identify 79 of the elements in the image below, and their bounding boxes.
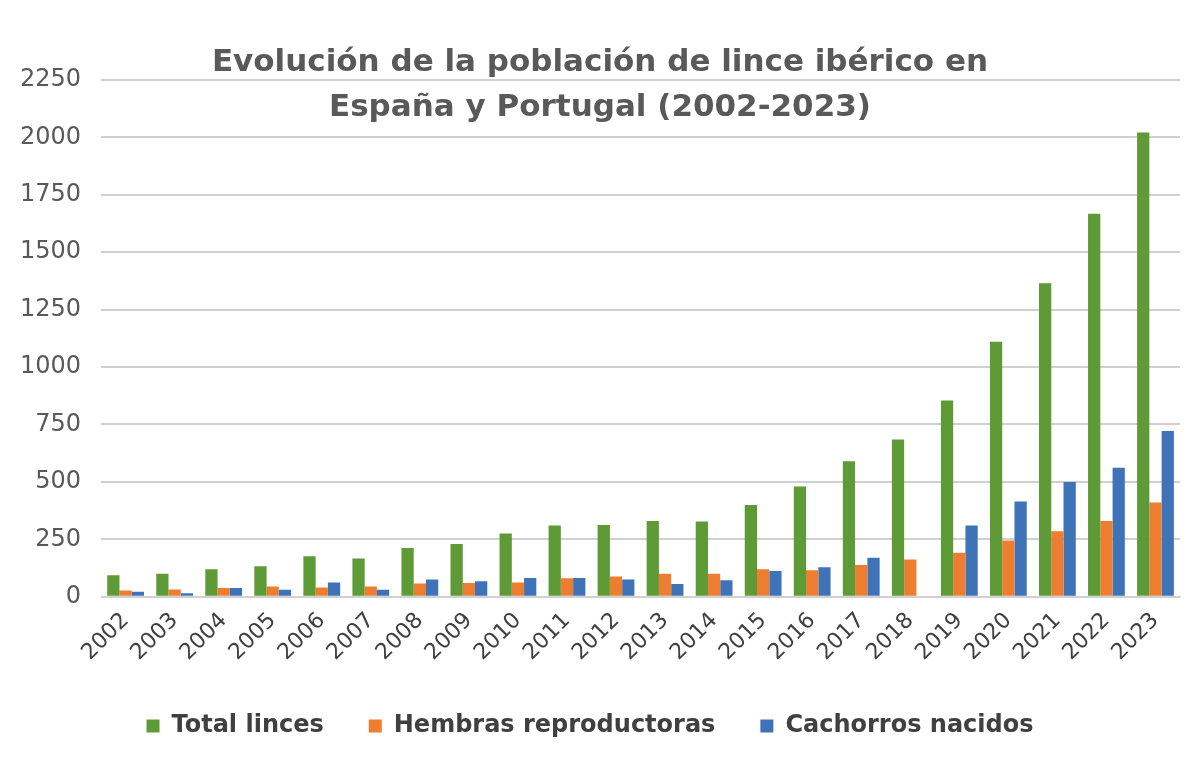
bar bbox=[278, 589, 292, 596]
bar bbox=[217, 588, 230, 596]
bar bbox=[1112, 467, 1125, 596]
bar bbox=[707, 573, 721, 596]
bar bbox=[1149, 502, 1162, 596]
bar bbox=[450, 543, 463, 596]
bar bbox=[720, 580, 733, 596]
bar bbox=[107, 575, 120, 596]
bar bbox=[573, 577, 586, 596]
y-tick-label: 500 bbox=[35, 466, 82, 495]
bar bbox=[867, 557, 880, 596]
bar bbox=[842, 461, 856, 596]
y-tick-label: 250 bbox=[35, 523, 82, 552]
bar bbox=[229, 588, 243, 596]
bar bbox=[965, 525, 978, 596]
bar bbox=[254, 566, 267, 596]
bar bbox=[1161, 430, 1174, 596]
bar bbox=[658, 573, 672, 596]
bar bbox=[352, 558, 365, 596]
bar bbox=[364, 586, 377, 596]
bar bbox=[904, 559, 917, 596]
bar bbox=[671, 584, 684, 596]
bar bbox=[597, 525, 610, 596]
bar bbox=[793, 486, 807, 596]
bar bbox=[609, 576, 623, 596]
y-tick-label: 750 bbox=[35, 408, 82, 437]
bar bbox=[1100, 520, 1113, 596]
bar bbox=[769, 571, 782, 596]
bar bbox=[266, 586, 279, 596]
bar bbox=[131, 591, 144, 596]
bar bbox=[646, 520, 659, 596]
y-tick-label: 1250 bbox=[20, 293, 82, 322]
bar bbox=[524, 577, 537, 596]
bar bbox=[1014, 501, 1027, 596]
bar bbox=[401, 548, 414, 596]
bar bbox=[695, 521, 708, 596]
bar bbox=[376, 589, 390, 596]
y-tick-label: 1750 bbox=[20, 179, 82, 208]
bar bbox=[891, 439, 905, 596]
bar bbox=[156, 573, 169, 596]
bar bbox=[499, 533, 512, 596]
bar bbox=[1039, 283, 1052, 596]
bar bbox=[327, 582, 341, 596]
bar bbox=[744, 504, 758, 596]
bar bbox=[1051, 531, 1064, 596]
bar bbox=[622, 579, 635, 596]
y-tick-label: 0 bbox=[65, 580, 82, 609]
bar bbox=[1002, 540, 1015, 596]
bar bbox=[1088, 213, 1101, 596]
bar bbox=[940, 400, 954, 596]
bar bbox=[205, 569, 218, 596]
bar bbox=[953, 552, 966, 596]
bar bbox=[1063, 481, 1076, 596]
bar bbox=[462, 582, 476, 596]
bar bbox=[757, 569, 770, 596]
chart-title: Evolución de la población de lince ibérico en España y Portugal (2002-2023) bbox=[210, 41, 990, 125]
legend-label: Total linces bbox=[171, 710, 324, 739]
bar bbox=[1137, 132, 1150, 596]
bar bbox=[168, 589, 181, 596]
bar bbox=[806, 570, 819, 596]
bar bbox=[315, 587, 328, 596]
y-tick-label: 2000 bbox=[20, 121, 82, 150]
bar bbox=[548, 525, 561, 596]
bar bbox=[818, 567, 831, 596]
bar bbox=[303, 556, 316, 596]
bar bbox=[413, 583, 426, 596]
bar bbox=[119, 590, 132, 596]
bar bbox=[425, 579, 439, 596]
bar bbox=[511, 582, 525, 596]
y-tick-label: 1000 bbox=[20, 351, 82, 380]
y-tick-label: 1500 bbox=[20, 236, 82, 265]
bar bbox=[989, 341, 1003, 596]
y-tick-label: 2250 bbox=[20, 64, 82, 93]
legend-label: Hembras reproductoras bbox=[393, 710, 716, 739]
bar bbox=[475, 581, 488, 596]
bar bbox=[180, 593, 194, 596]
bar bbox=[560, 578, 574, 596]
bar bbox=[855, 565, 868, 596]
legend-label: Cachorros nacidos bbox=[785, 710, 1034, 739]
